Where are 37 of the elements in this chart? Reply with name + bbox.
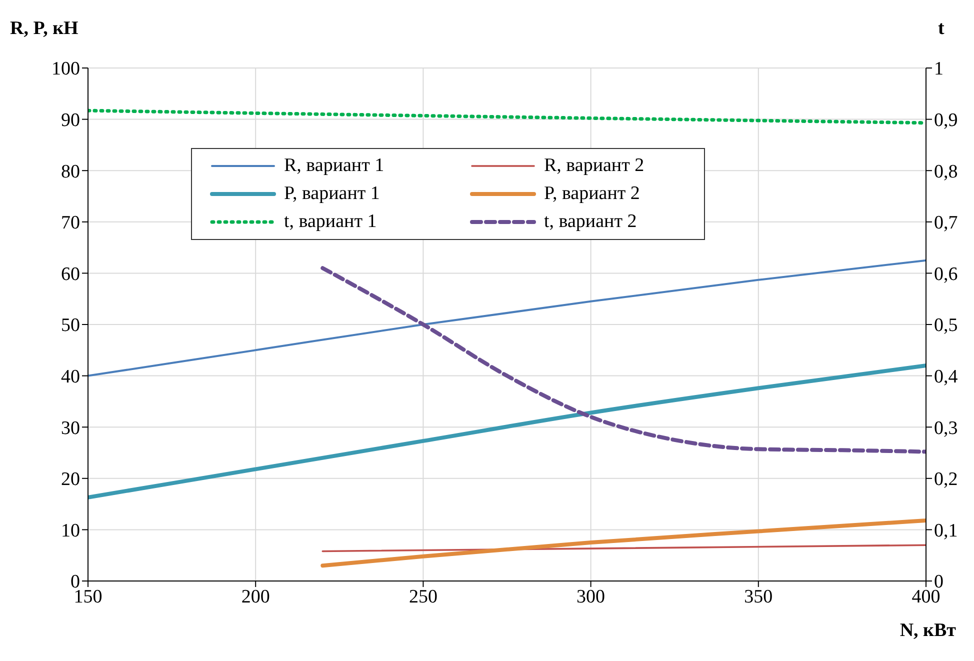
y-tick-label: 90 — [61, 110, 80, 132]
legend-label: t, вариант 2 — [544, 211, 637, 233]
y2-tick-label: 0,7 — [934, 212, 958, 234]
y-tick-label: 100 — [52, 58, 80, 80]
y2-tick-label: 0,6 — [934, 264, 958, 285]
y-tick-label: 60 — [61, 264, 80, 285]
y2-tick-label: 0,5 — [934, 315, 958, 336]
y-tick-label: 70 — [61, 212, 80, 234]
line-series — [88, 364, 926, 500]
y2-tick-label: 0,2 — [934, 469, 958, 490]
y-tick-label: 80 — [61, 161, 80, 182]
x-tick-label: 350 — [744, 586, 773, 608]
y-tick-label: 20 — [61, 469, 80, 490]
y2-tick-label: 0,8 — [934, 161, 958, 182]
y2-tick-label: 1 — [934, 58, 944, 80]
legend-label: R, вариант 2 — [544, 155, 644, 177]
x-axis-title: N, кВт — [900, 620, 956, 642]
y-axis-title: R, P, кН — [10, 18, 78, 40]
line-series — [88, 259, 926, 377]
x-tick-label: 200 — [241, 586, 270, 608]
y2-axis-title: t — [938, 18, 944, 40]
y-tick-label: 10 — [61, 520, 80, 542]
legend-label: t, вариант 1 — [284, 211, 377, 233]
line-series — [320, 518, 926, 568]
y-tick-label: 30 — [61, 418, 80, 439]
y2-tick-label: 0,3 — [934, 418, 958, 439]
y2-tick-label: 0,9 — [934, 110, 958, 132]
y2-tick-label: 0,4 — [934, 366, 958, 388]
x-tick-label: 300 — [576, 586, 606, 608]
y2-tick-label: 0,1 — [934, 520, 958, 542]
x-tick-label: 250 — [408, 586, 438, 608]
legend-label: P, вариант 2 — [544, 183, 640, 205]
legend-label: P, вариант 1 — [284, 183, 380, 205]
line-series — [320, 266, 926, 454]
y-tick-label: 40 — [61, 366, 80, 388]
legend-label: R, вариант 1 — [284, 155, 384, 177]
y-tick-label: 50 — [61, 315, 80, 336]
